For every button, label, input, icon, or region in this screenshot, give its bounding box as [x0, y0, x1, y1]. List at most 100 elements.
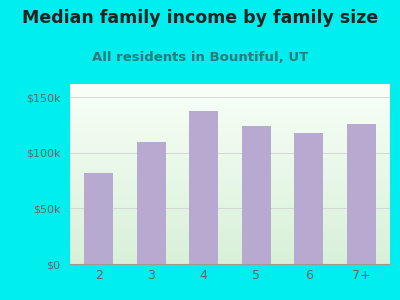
Bar: [70, 215, 390, 217]
Bar: [70, 151, 390, 152]
Bar: [70, 167, 390, 169]
Bar: [70, 185, 390, 187]
Bar: [70, 88, 390, 89]
Bar: [70, 120, 390, 122]
Bar: [70, 232, 390, 233]
Bar: [70, 86, 390, 88]
Bar: [189, 111, 218, 264]
Bar: [70, 145, 390, 147]
Bar: [70, 154, 390, 156]
Bar: [70, 237, 390, 239]
Bar: [84, 173, 113, 264]
Bar: [70, 203, 390, 205]
Bar: [347, 124, 376, 264]
Bar: [70, 147, 390, 149]
Bar: [70, 201, 390, 203]
Bar: [70, 138, 390, 140]
Bar: [70, 113, 390, 115]
Bar: [70, 102, 390, 104]
Bar: [70, 172, 390, 174]
Bar: [70, 104, 390, 106]
Bar: [70, 188, 390, 190]
Bar: [294, 133, 323, 264]
Bar: [70, 91, 390, 93]
Bar: [70, 221, 390, 223]
Bar: [70, 224, 390, 226]
Bar: [70, 115, 390, 116]
Bar: [70, 223, 390, 224]
Bar: [70, 217, 390, 219]
Bar: [70, 149, 390, 151]
Bar: [70, 95, 390, 97]
Bar: [70, 214, 390, 215]
Bar: [70, 181, 390, 183]
Bar: [70, 84, 390, 86]
Bar: [137, 142, 166, 264]
Bar: [70, 156, 390, 158]
Bar: [70, 226, 390, 228]
Bar: [70, 208, 390, 210]
Bar: [70, 233, 390, 235]
Bar: [70, 242, 390, 244]
Bar: [70, 244, 390, 246]
Bar: [70, 100, 390, 102]
Bar: [70, 260, 390, 262]
Bar: [70, 187, 390, 188]
Bar: [70, 111, 390, 113]
Bar: [70, 239, 390, 241]
Bar: [70, 116, 390, 118]
Bar: [70, 129, 390, 131]
Bar: [70, 152, 390, 154]
Bar: [70, 140, 390, 142]
Bar: [70, 161, 390, 163]
Bar: [70, 246, 390, 248]
Bar: [70, 163, 390, 165]
Bar: [70, 142, 390, 143]
Bar: [70, 206, 390, 208]
Bar: [70, 253, 390, 255]
Bar: [70, 259, 390, 260]
Bar: [70, 165, 390, 167]
Text: All residents in Bountiful, UT: All residents in Bountiful, UT: [92, 51, 308, 64]
Bar: [70, 122, 390, 124]
Bar: [70, 143, 390, 145]
Bar: [70, 241, 390, 242]
Bar: [70, 169, 390, 170]
Text: Median family income by family size: Median family income by family size: [22, 9, 378, 27]
Bar: [70, 174, 390, 176]
Bar: [70, 89, 390, 91]
Bar: [70, 205, 390, 206]
Bar: [70, 93, 390, 95]
Bar: [70, 124, 390, 125]
Bar: [70, 199, 390, 201]
Bar: [70, 131, 390, 133]
Bar: [70, 136, 390, 138]
Bar: [70, 134, 390, 136]
Bar: [70, 160, 390, 161]
Bar: [70, 127, 390, 129]
Bar: [70, 248, 390, 250]
Bar: [70, 178, 390, 179]
Bar: [70, 125, 390, 127]
Bar: [70, 228, 390, 230]
Bar: [70, 192, 390, 194]
Bar: [70, 97, 390, 98]
Bar: [242, 126, 271, 264]
Bar: [70, 250, 390, 251]
Bar: [70, 196, 390, 197]
Bar: [70, 230, 390, 232]
Bar: [70, 133, 390, 134]
Bar: [70, 257, 390, 259]
Bar: [70, 212, 390, 214]
Bar: [70, 176, 390, 178]
Bar: [70, 106, 390, 107]
Bar: [70, 197, 390, 199]
Bar: [70, 255, 390, 257]
Bar: [70, 251, 390, 253]
Bar: [70, 194, 390, 196]
Bar: [70, 109, 390, 111]
Bar: [70, 183, 390, 185]
Bar: [70, 179, 390, 181]
Bar: [70, 98, 390, 100]
Bar: [70, 158, 390, 160]
